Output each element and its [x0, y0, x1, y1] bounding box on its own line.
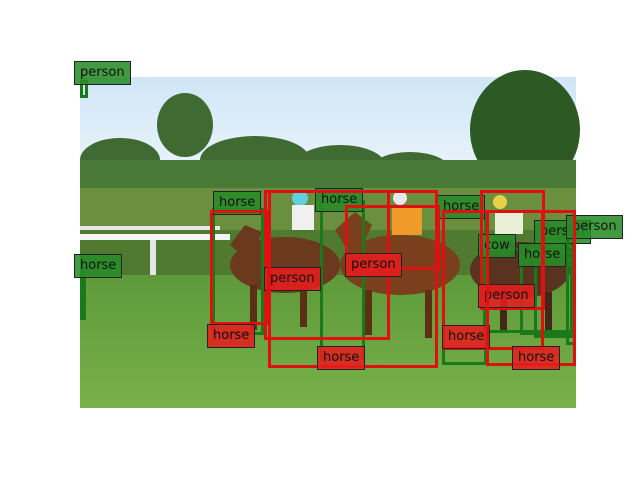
detection-label: person — [74, 61, 131, 85]
jockeys — [292, 190, 523, 235]
detection-box-horse — [486, 210, 576, 366]
detection-label: horse — [207, 324, 256, 348]
detection-label: horse — [317, 346, 366, 370]
detection-box-horse — [210, 210, 270, 325]
detection-label: person — [264, 267, 321, 291]
detection-box-horse — [268, 190, 438, 368]
detection-label: horse — [442, 325, 491, 349]
detection-label: horse — [74, 254, 123, 278]
detection-label: horse — [512, 346, 561, 370]
treeline — [80, 70, 580, 190]
rail — [80, 234, 230, 240]
detection-label: person — [345, 253, 402, 277]
detection-label: cow — [478, 234, 516, 258]
